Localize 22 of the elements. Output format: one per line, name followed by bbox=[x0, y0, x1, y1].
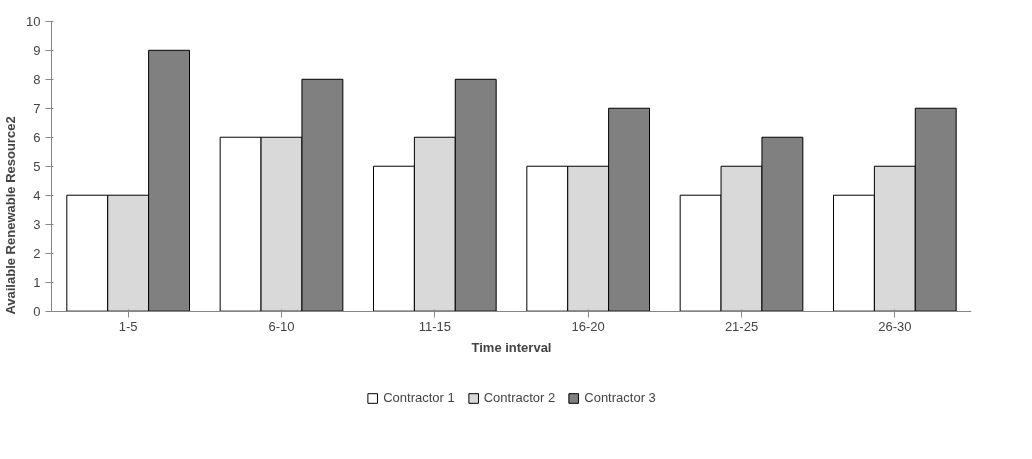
y-tick-label: 5 bbox=[33, 158, 41, 174]
legend-label: Contractor 1 bbox=[383, 390, 455, 405]
x-tick-label: 11-15 bbox=[418, 319, 451, 335]
y-tick-label: 3 bbox=[33, 216, 41, 232]
y-tick-label: 9 bbox=[33, 42, 41, 58]
y-tick-label: 2 bbox=[33, 245, 41, 261]
x-tick-label: 6-10 bbox=[268, 319, 295, 335]
y-axis-title: Available Renewable Resource2 bbox=[3, 116, 19, 315]
y-tick-label: 1 bbox=[33, 274, 41, 290]
x-tick-label: 16-20 bbox=[571, 319, 605, 335]
x-axis-title: Time interval bbox=[471, 339, 552, 355]
y-tick-label: 8 bbox=[33, 71, 41, 87]
y-tick-label: 4 bbox=[33, 187, 41, 203]
x-tick-label: 1-5 bbox=[118, 319, 138, 335]
x-tick-label: 26-30 bbox=[878, 319, 912, 335]
y-tick-label: 6 bbox=[33, 129, 41, 145]
x-tick-label: 21-25 bbox=[724, 319, 759, 335]
legend-label: Contractor 2 bbox=[483, 390, 556, 405]
y-tick-label: 7 bbox=[33, 100, 41, 116]
y-tick-label: 0 bbox=[33, 303, 41, 319]
legend-label: Contractor 3 bbox=[584, 390, 656, 405]
y-tick-label: 10 bbox=[26, 13, 41, 29]
